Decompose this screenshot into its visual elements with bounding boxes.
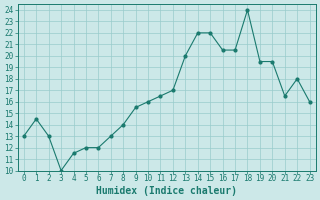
X-axis label: Humidex (Indice chaleur): Humidex (Indice chaleur) — [96, 186, 237, 196]
